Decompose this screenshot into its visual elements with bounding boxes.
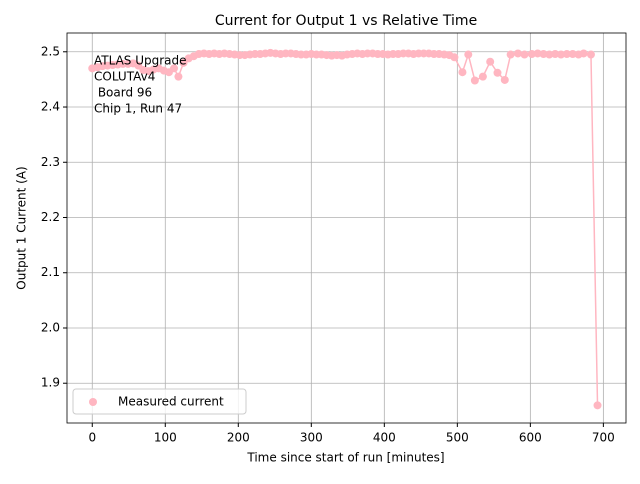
data-point xyxy=(551,49,560,58)
x-tick-label: 0 xyxy=(88,431,96,445)
x-tick-label: 300 xyxy=(300,431,323,445)
x-tick-label: 100 xyxy=(154,431,177,445)
x-tick-label: 700 xyxy=(592,431,615,445)
x-tick-label: 500 xyxy=(446,431,469,445)
data-point xyxy=(493,68,502,77)
data-point xyxy=(458,68,467,77)
y-tick-label: 1.9 xyxy=(41,376,60,390)
data-point xyxy=(513,49,522,58)
x-tick-label: 200 xyxy=(227,431,250,445)
y-tick-label: 2.1 xyxy=(41,265,60,279)
data-point xyxy=(464,50,473,59)
data-point xyxy=(539,49,548,58)
data-point xyxy=(500,75,509,84)
data-point xyxy=(533,49,542,58)
y-tick-label: 2.5 xyxy=(41,44,60,58)
legend-box xyxy=(72,388,247,415)
annotation: Chip 1, Run 47 xyxy=(94,102,182,116)
y-tick-label: 2.0 xyxy=(41,320,60,334)
data-point xyxy=(586,50,595,59)
data-point xyxy=(527,49,536,58)
data-point xyxy=(557,50,566,59)
data-point xyxy=(170,64,179,73)
y-tick-label: 2.4 xyxy=(41,100,60,114)
data-point xyxy=(562,49,571,58)
data-point xyxy=(568,49,577,58)
legend-label: Measured current xyxy=(118,395,224,409)
data-point xyxy=(579,49,588,58)
data-point xyxy=(478,72,487,81)
data-point xyxy=(506,50,515,59)
annotation: ATLAS Upgrade xyxy=(94,54,187,68)
data-point xyxy=(520,50,529,59)
x-tick-label: 600 xyxy=(519,431,542,445)
chart-title: Current for Output 1 vs Relative Time xyxy=(215,13,477,29)
data-point xyxy=(470,76,479,85)
plot-frame xyxy=(66,32,627,424)
annotation: Board 96 xyxy=(94,86,152,100)
legend-marker xyxy=(89,398,97,406)
y-tick-label: 2.2 xyxy=(41,210,60,224)
y-tick-label: 2.3 xyxy=(41,155,60,169)
x-axis-label: Time since start of run [minutes] xyxy=(246,451,444,465)
x-tick-label: 400 xyxy=(373,431,396,445)
y-axis-label: Output 1 Current (A) xyxy=(15,166,29,289)
data-point xyxy=(486,57,495,66)
data-point xyxy=(593,401,602,410)
data-point xyxy=(174,72,183,81)
data-point xyxy=(450,53,459,62)
data-point xyxy=(545,50,554,59)
annotation: COLUTAv4 xyxy=(94,70,155,84)
